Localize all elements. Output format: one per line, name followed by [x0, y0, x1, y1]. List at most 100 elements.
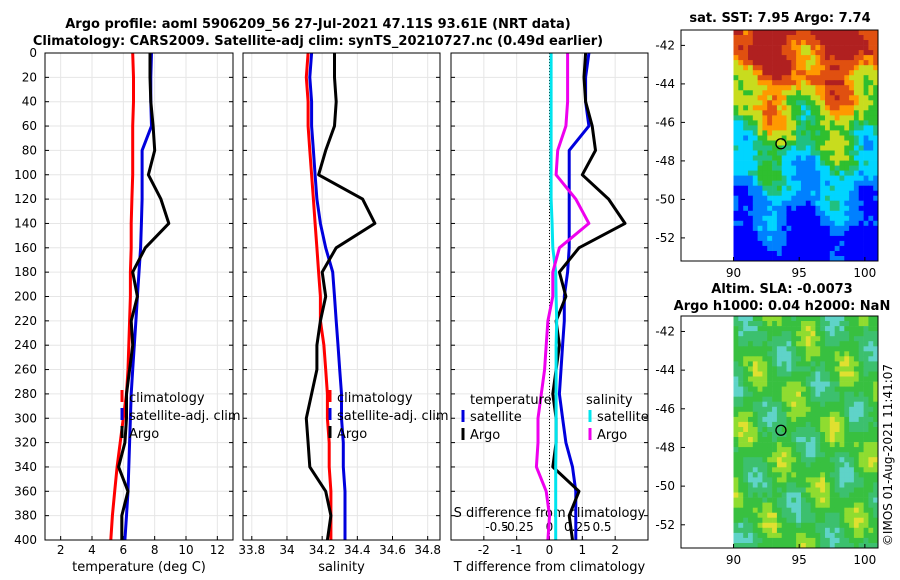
- map-cell: [801, 336, 807, 342]
- map-cell: [743, 497, 749, 503]
- map-cell: [772, 160, 778, 166]
- map-cell: [801, 225, 807, 232]
- map-cell: [733, 442, 739, 448]
- map-cell: [752, 170, 758, 176]
- map-cell: [757, 70, 763, 76]
- map-cell: [772, 200, 778, 207]
- map-cell: [873, 527, 879, 534]
- map-cell: [772, 195, 778, 202]
- map-cell: [868, 386, 874, 392]
- map-cell: [738, 316, 744, 322]
- map-cell: [772, 145, 778, 151]
- map-cell: [839, 100, 845, 106]
- map-cell: [810, 477, 816, 483]
- map-cell: [757, 331, 763, 337]
- map-cell: [810, 70, 816, 76]
- map-cell: [757, 376, 763, 382]
- map-cell: [839, 35, 845, 41]
- map-cell: [849, 120, 855, 126]
- map-cell: [834, 256, 840, 262]
- map-cell: [849, 160, 855, 166]
- map-cell: [781, 512, 787, 519]
- map-cell: [781, 492, 787, 498]
- map-cell: [743, 70, 749, 76]
- map-cell: [796, 512, 802, 519]
- map-cell: [815, 35, 821, 41]
- map-cell: [796, 487, 802, 493]
- map-cell: [844, 50, 850, 56]
- map-cell: [805, 220, 811, 227]
- map-cell: [733, 240, 739, 247]
- map-cell: [748, 432, 754, 438]
- map-cell: [776, 341, 783, 347]
- map-cell: [757, 150, 763, 156]
- map-cell: [748, 361, 754, 367]
- map-cell: [825, 462, 831, 468]
- map-cell: [858, 482, 864, 488]
- map-cell: [748, 316, 754, 322]
- map-cell: [743, 517, 749, 524]
- map-cell: [748, 442, 754, 448]
- map-cell: [868, 125, 874, 131]
- map-cell: [863, 482, 869, 488]
- map-cell: [801, 437, 807, 443]
- map-cell: [752, 512, 758, 519]
- map-cell: [791, 371, 797, 377]
- map-cell: [810, 502, 816, 508]
- map-cell: [738, 477, 744, 483]
- map-cell: [738, 251, 744, 257]
- map-cell: [805, 366, 811, 372]
- map-cell: [738, 427, 744, 433]
- map-cell: [767, 205, 773, 212]
- map-cell: [873, 120, 879, 126]
- map-cell: [873, 195, 879, 202]
- map-cell: [858, 125, 864, 131]
- map-cell: [839, 200, 845, 207]
- map-cell: [815, 472, 821, 478]
- map-cell: [796, 185, 802, 192]
- map-cell: [776, 190, 783, 197]
- map-cell: [825, 45, 831, 51]
- map-cell: [748, 427, 754, 433]
- map-cell: [839, 507, 845, 514]
- map-cell: [743, 90, 749, 96]
- map-cell: [801, 366, 807, 372]
- map-cell: [733, 155, 739, 161]
- map-cell: [825, 70, 831, 76]
- map-cell: [781, 130, 787, 136]
- map-cell: [868, 411, 874, 418]
- map-cell: [772, 215, 778, 222]
- map-cell: [748, 135, 754, 141]
- map-cell: [829, 391, 835, 398]
- map-cell: [863, 487, 869, 493]
- map-cell: [844, 256, 850, 262]
- map-cell: [772, 100, 778, 106]
- map-cell: [863, 316, 869, 322]
- map-cell: [762, 200, 768, 207]
- map-cell: [834, 190, 840, 197]
- map-cell: [796, 245, 802, 252]
- map-cell: [762, 195, 768, 202]
- map-cell: [738, 351, 744, 357]
- map-cell: [849, 185, 855, 192]
- map-cell: [786, 543, 792, 549]
- map-cell: [844, 200, 850, 207]
- map-cell: [791, 140, 797, 146]
- map-cell: [738, 125, 744, 131]
- map-cell: [829, 432, 835, 438]
- map-cell: [752, 522, 758, 529]
- map-cell: [757, 522, 763, 529]
- map-cell: [863, 517, 869, 524]
- map-cell: [757, 432, 763, 438]
- map-cell: [772, 245, 778, 252]
- map-cell: [796, 467, 802, 473]
- map-cell: [834, 70, 840, 76]
- map-cell: [743, 251, 749, 257]
- map-cell: [738, 230, 744, 237]
- map-cell: [801, 140, 807, 146]
- map-cell: [757, 421, 763, 428]
- map-cell: [820, 391, 826, 398]
- map-cell: [738, 507, 744, 514]
- map-cell: [868, 421, 874, 428]
- map-cell: [858, 517, 864, 524]
